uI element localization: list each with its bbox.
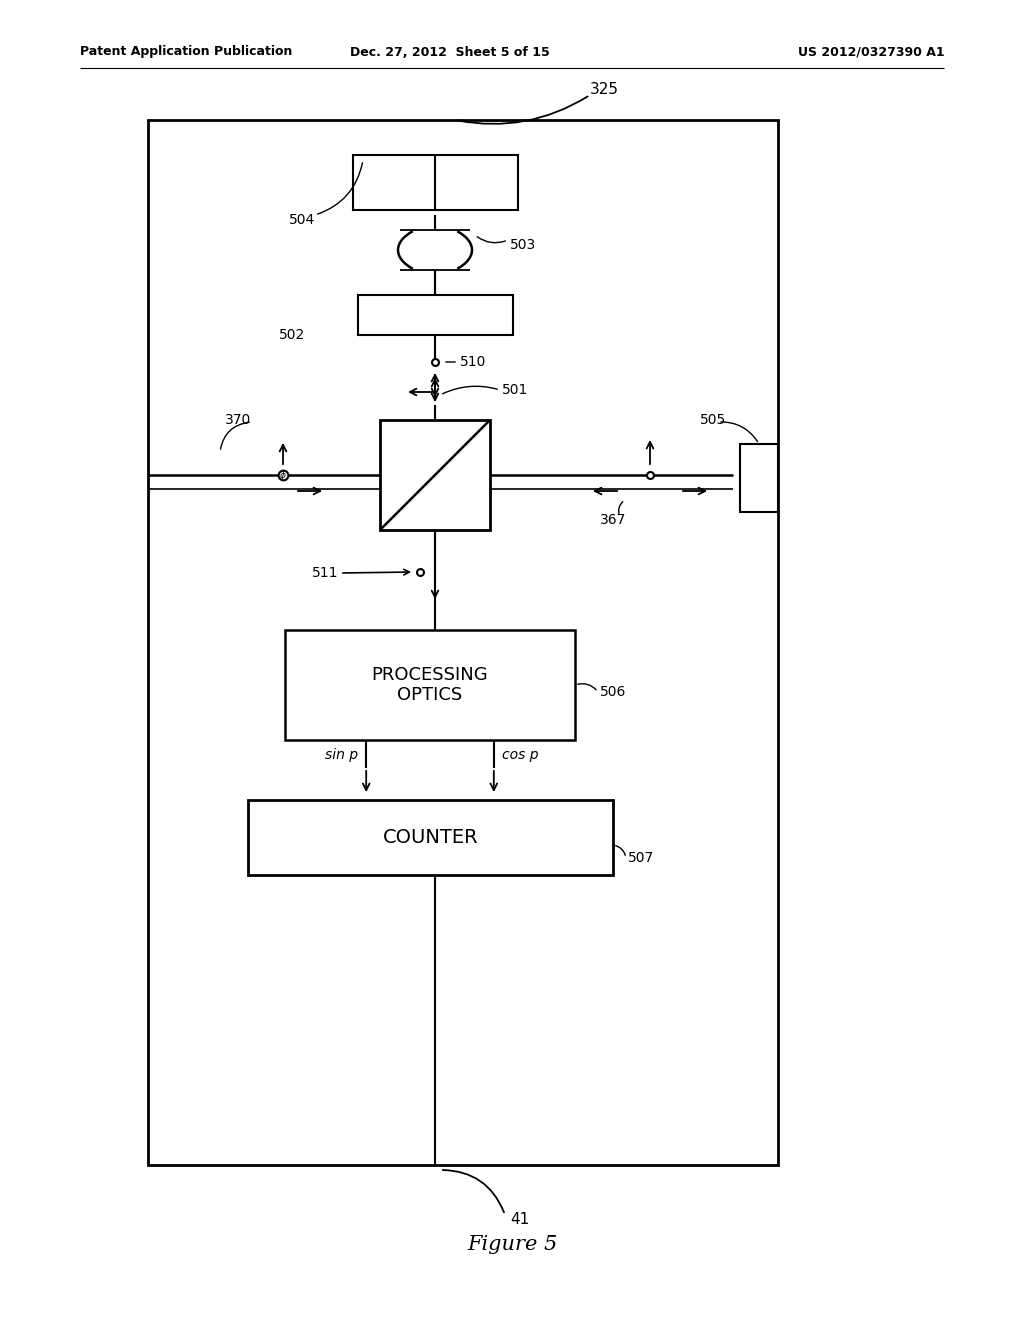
Text: cos p: cos p xyxy=(502,748,539,762)
Bar xyxy=(380,420,490,531)
Bar xyxy=(248,800,613,875)
Bar xyxy=(353,154,518,210)
Text: 511: 511 xyxy=(311,566,338,579)
Text: $\phi$: $\phi$ xyxy=(280,469,287,482)
Text: 507: 507 xyxy=(628,851,654,865)
Text: COUNTER: COUNTER xyxy=(383,828,478,847)
Text: PROCESSING
OPTICS: PROCESSING OPTICS xyxy=(372,665,488,705)
Bar xyxy=(358,294,513,335)
Text: 325: 325 xyxy=(590,82,618,98)
Text: 506: 506 xyxy=(600,685,627,700)
Text: 503: 503 xyxy=(510,238,537,252)
Text: 502: 502 xyxy=(279,327,305,342)
Text: Dec. 27, 2012  Sheet 5 of 15: Dec. 27, 2012 Sheet 5 of 15 xyxy=(350,45,550,58)
Bar xyxy=(740,444,778,512)
Text: 41: 41 xyxy=(510,1213,529,1228)
Bar xyxy=(148,120,778,1166)
Text: 367: 367 xyxy=(600,513,627,527)
Text: Figure 5: Figure 5 xyxy=(467,1236,557,1254)
Text: 501: 501 xyxy=(502,383,528,397)
Text: 510: 510 xyxy=(460,355,486,370)
Text: sin p: sin p xyxy=(326,748,358,762)
Text: Patent Application Publication: Patent Application Publication xyxy=(80,45,293,58)
Text: US 2012/0327390 A1: US 2012/0327390 A1 xyxy=(799,45,945,58)
Text: 370: 370 xyxy=(225,413,251,426)
Bar xyxy=(285,630,575,741)
Text: 505: 505 xyxy=(700,413,726,426)
Text: 504: 504 xyxy=(289,213,315,227)
